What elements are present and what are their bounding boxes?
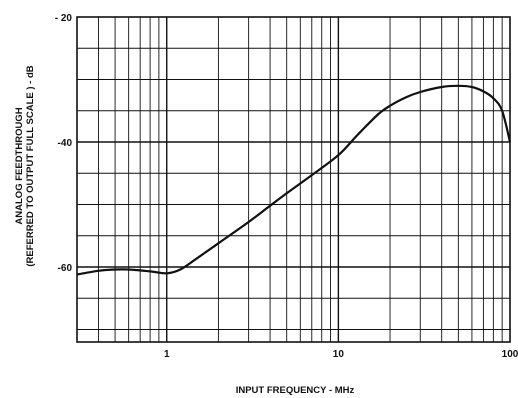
y-tick-label: -40 [58, 138, 73, 149]
y-axis-label: ANALOG FEEDTHROUGH (REFERRED TO OUTPUT F… [14, 65, 36, 266]
x-axis-label: INPUT FREQUENCY - MHz [236, 385, 355, 396]
series-line [76, 84, 512, 276]
tick-labels: 1 10 100 - 20 -40 -60 [55, 13, 518, 360]
plot-frame [76, 16, 511, 343]
y-tick-label: -60 [58, 263, 73, 274]
grid [77, 17, 510, 342]
x-tick-label: 10 [333, 349, 345, 360]
y-axis-label-line2: (REFERRED TO OUTPUT FULL SCALE ) - dB [25, 65, 36, 266]
x-tick-label: 100 [502, 349, 518, 360]
x-tick-label: 1 [164, 349, 170, 360]
y-axis-label-line1: ANALOG FEEDTHROUGH [14, 107, 25, 224]
y-tick-label: - 20 [55, 13, 73, 24]
